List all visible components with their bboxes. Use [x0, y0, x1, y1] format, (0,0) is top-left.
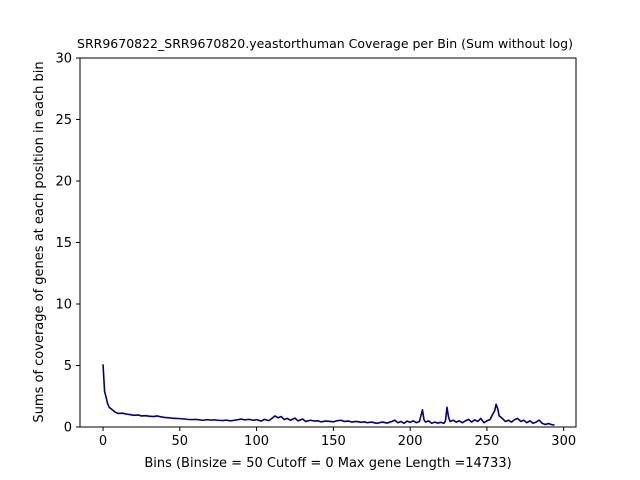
- x-tick-label: 150: [321, 434, 346, 449]
- y-axis-label: Sums of coverage of genes at each positi…: [32, 61, 47, 422]
- y-tick-label: 30: [55, 52, 72, 67]
- y-tick-label: 0: [64, 421, 72, 436]
- x-tick-label: 200: [398, 434, 423, 449]
- plot-frame: [79, 57, 577, 428]
- x-tick-label: 250: [475, 434, 500, 449]
- y-tick-label: 5: [64, 359, 72, 374]
- x-tick-label: 0: [99, 434, 107, 449]
- y-tick-label: 25: [55, 113, 72, 128]
- y-tick-label: 15: [55, 236, 72, 251]
- x-tick-label: 50: [172, 434, 189, 449]
- plot-area: 0 50 100 150 200 250 300 0 5 10 15 20 25 30: [55, 52, 577, 449]
- y-tick-label: 20: [55, 175, 72, 190]
- x-axis-label: Bins (Binsize = 50 Cutoff = 0 Max gene L…: [144, 456, 511, 471]
- series-line-1: [102, 364, 555, 426]
- x-tick-label: 300: [551, 434, 576, 449]
- chart-title: SRR9670822_SRR9670820.yeastorthuman Cove…: [77, 36, 573, 51]
- y-tick-label: 10: [55, 298, 72, 313]
- x-tick-label: 100: [244, 434, 269, 449]
